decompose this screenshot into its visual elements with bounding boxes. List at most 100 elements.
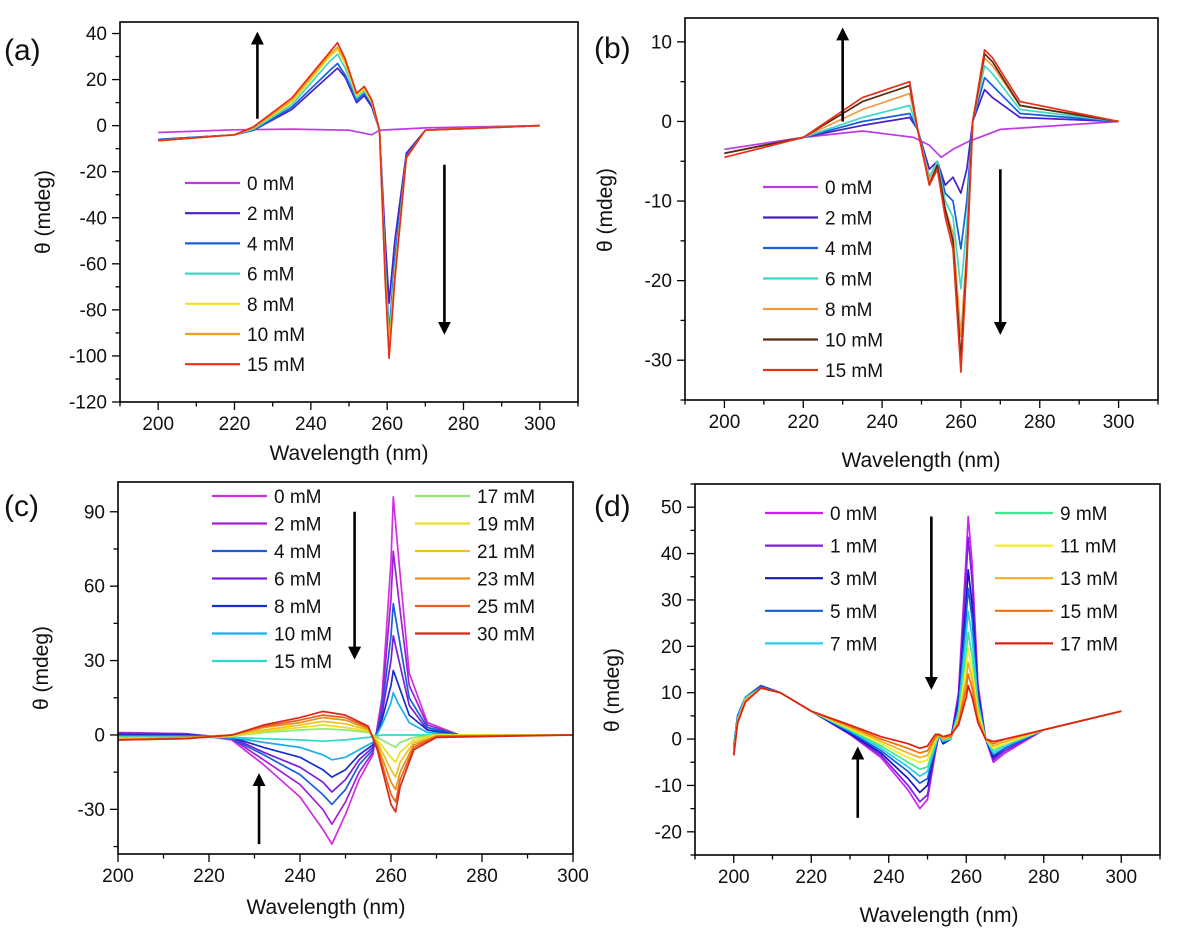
legend-label: 15 mM: [274, 652, 332, 673]
y-tick-label: -20: [645, 271, 672, 292]
x-tick-label: 240: [284, 866, 316, 887]
legend-label: 17 mM: [1060, 634, 1118, 655]
legend: 0 mM 2 mM 4 mM 6 mM 8 mM 10 mM 15 mM 17 mM 19 mM…: [212, 487, 535, 673]
legend-label: 8 mM: [274, 597, 322, 618]
x-tick-label: 220: [219, 414, 251, 435]
x-tick-label: 260: [950, 867, 982, 888]
y-tick-label: -60: [80, 254, 107, 275]
series-group: [724, 48, 1119, 373]
series-line-10-mm: [158, 46, 540, 355]
y-tick-label: 50: [661, 498, 682, 519]
legend-label: 15 mM: [1060, 602, 1118, 623]
legend-item: 15 mM: [995, 602, 1118, 623]
legend-label: 3 mM: [830, 569, 878, 590]
plot-frame: [117, 481, 574, 855]
series-group: [732, 515, 1122, 810]
x-tick-label: 300: [524, 414, 556, 435]
legend-label: 2 mM: [247, 204, 295, 225]
x-tick-label: 300: [557, 866, 589, 887]
legend-item: 6 mM: [185, 265, 295, 286]
series-line-2-mm: [118, 550, 573, 826]
legend: 0 mM 1 mM 3 mM 5 mM 7 mM 9 mM 11 mM 13 mM 15 mM 1…: [765, 504, 1118, 655]
y-axis-title: θ (mdeg): [30, 626, 53, 710]
legend-item: 6 mM: [212, 570, 322, 591]
legend-label: 0 mM: [247, 174, 295, 195]
series-line-15-mm: [158, 41, 540, 360]
y-tick-label: 10: [651, 32, 672, 53]
legend-item: 1 mM: [765, 537, 878, 558]
legend-label: 15 mM: [247, 355, 305, 376]
legend-item: 17 mM: [415, 487, 535, 508]
legend-label: 6 mM: [274, 570, 322, 591]
legend-item: 0 mM: [185, 174, 295, 195]
legend-label: 7 mM: [830, 634, 878, 655]
y-axis-title: θ (mdeg): [594, 168, 617, 252]
y-tick-label: 60: [84, 577, 105, 598]
y-tick-label: -80: [80, 300, 107, 321]
arrows: [250, 31, 451, 335]
legend-item: 21 mM: [415, 542, 535, 563]
panel-label: (b): [594, 32, 631, 65]
legend-label: 10 mM: [247, 325, 305, 346]
legend-label: 1 mM: [830, 537, 878, 558]
legend-item: 4 mM: [185, 234, 295, 255]
x-tick-label: 200: [142, 414, 174, 435]
y-tick-label: -20: [80, 162, 107, 183]
series-line-6-mm: [118, 634, 573, 793]
legend-item: 23 mM: [415, 570, 535, 591]
arrows: [252, 511, 362, 845]
x-tick-label: 220: [787, 412, 819, 433]
legend-label: 25 mM: [477, 597, 535, 618]
legend-item: 5 mM: [765, 602, 878, 623]
series-group: [118, 496, 573, 845]
legend-label: 21 mM: [477, 542, 535, 563]
legend-item: 30 mM: [415, 625, 535, 646]
panel-a: (a) 200 220 240 260 280 30040200-20-40-60-80-…: [4, 21, 579, 465]
legend-label: 4 mM: [274, 542, 322, 563]
series-group: [158, 41, 540, 360]
series-line-8-mm: [118, 669, 573, 778]
panel-label: (d): [594, 490, 631, 523]
y-tick-label: 20: [661, 637, 682, 658]
x-tick-label: 240: [295, 414, 327, 435]
x-tick-label: 280: [1024, 412, 1056, 433]
series-line-0-mm: [724, 120, 1119, 159]
legend-label: 9 mM: [1060, 504, 1108, 525]
plot-frame: [684, 17, 1159, 401]
x-tick-label: 300: [1105, 867, 1137, 888]
legend-item: 0 mM: [763, 178, 873, 199]
x-tick-label: 300: [1103, 412, 1135, 433]
legend: 0 mM 2 mM 4 mM 6 mM 8 mM 10 mM 15 mM: [763, 178, 883, 382]
legend-label: 0 mM: [274, 487, 322, 508]
panel-label: (c): [4, 490, 39, 523]
y-axis-title: θ (mdeg): [32, 170, 55, 254]
legend-item: 7 mM: [765, 634, 878, 655]
x-tick-label: 220: [795, 867, 827, 888]
x-tick-label: 260: [945, 412, 977, 433]
series-line-4-mm: [158, 62, 540, 334]
ticks: 200 220 240 260 280 30040200-20-40-60-80-100-…: [69, 24, 579, 435]
series-line-15-mm: [732, 673, 1122, 756]
y-tick-label: 20: [86, 70, 107, 91]
legend-item: 10 mM: [212, 625, 332, 646]
legend-label: 5 mM: [830, 602, 878, 623]
series-line-15-mm: [118, 734, 573, 743]
x-tick-label: 200: [709, 412, 741, 433]
legend-label: 4 mM: [825, 239, 873, 260]
y-tick-label: 10: [661, 683, 682, 704]
y-tick-label: 30: [661, 590, 682, 611]
legend-item: 15 mM: [763, 361, 883, 382]
y-tick-label: 40: [661, 544, 682, 565]
y-tick-label: -30: [78, 800, 105, 821]
y-tick-label: 0: [671, 730, 682, 751]
legend-item: 4 mM: [212, 542, 322, 563]
y-axis-title: θ (mdeg): [601, 648, 624, 732]
legend-item: 2 mM: [212, 515, 322, 536]
y-tick-label: -30: [645, 351, 672, 372]
plot-frame: [694, 483, 1161, 856]
series-line-17-mm: [732, 684, 1122, 756]
legend-item: 25 mM: [415, 597, 535, 618]
series-line-30-mm: [118, 710, 573, 813]
x-tick-label: 240: [866, 412, 898, 433]
